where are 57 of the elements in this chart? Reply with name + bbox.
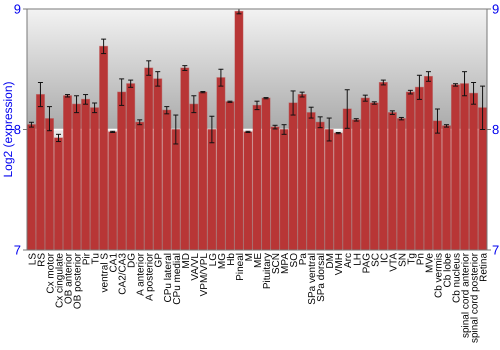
x-tick-label: IC	[379, 253, 390, 263]
x-tick-label: A anterior	[136, 252, 147, 296]
x-tick-label: VPM/VPL	[198, 252, 210, 296]
x-tick-label: MG	[216, 252, 228, 270]
x-tick-label: SPa dorsal	[316, 253, 328, 302]
x-tick-label: Cb nucleus	[452, 253, 463, 304]
x-tick-label: ventral S	[100, 252, 111, 292]
x-tick-label: Cb lobe	[442, 252, 454, 288]
x-tick-label: CA2/CA3	[118, 252, 129, 295]
x-tick-label: Cx motor	[45, 252, 56, 294]
x-tick-label: ME	[253, 252, 264, 268]
x-tick-label: Cb vermis	[433, 253, 444, 298]
y-tick-label: 9	[14, 2, 21, 17]
y2-tick-label: 9	[492, 2, 500, 17]
x-tick-label: LG	[208, 252, 219, 266]
x-tick-label: Pituitary	[262, 253, 274, 290]
x-tick-label: RS	[36, 252, 48, 267]
x-tick-label: LH	[352, 253, 364, 266]
x-tick-label: VTA	[388, 252, 400, 272]
x-tick-label: CA1	[108, 252, 120, 272]
x-tick-label: spinal cord anterior	[460, 252, 472, 338]
x-tick-label: SC	[370, 253, 382, 267]
x-tick-label: Pineal	[234, 253, 246, 281]
x-tick-label: VA/VL	[190, 252, 201, 281]
x-tick-label: Tu	[90, 253, 102, 264]
x-tick-label: SO	[289, 252, 300, 268]
x-tick-label: Pir	[82, 252, 93, 266]
x-tick-label: Tg	[406, 253, 418, 265]
x-tick-label: Retina	[478, 252, 490, 282]
x-tick-label: Hb	[226, 252, 237, 266]
x-tick-label: MD	[180, 253, 192, 269]
x-tick-label: GP	[154, 252, 165, 268]
y-tick-label: 8	[14, 122, 21, 138]
x-tick-label: DM	[325, 253, 336, 269]
x-tick-label: VMH	[334, 253, 346, 276]
x-tick-label: CPu medial	[172, 253, 183, 305]
x-tick-label: PAG	[361, 252, 372, 274]
x-tick-label: Cx cingulate	[54, 252, 66, 308]
x-tick-label: CPu lateral	[162, 253, 174, 302]
x-tick-label: OB anterior	[64, 252, 75, 304]
y2-tick-label: 7	[492, 242, 500, 258]
x-tick-label: A posterior	[144, 252, 156, 301]
x-tick-label: DG	[126, 252, 138, 268]
x-tick-label: spinal cord posterior	[470, 252, 481, 344]
x-tick-label: MPA	[280, 252, 292, 274]
x-tick-label: LS	[27, 252, 38, 266]
y-axis-title: Log2 (expression)	[1, 81, 15, 178]
x-tick-label: OB posterior	[72, 252, 84, 310]
x-tick-label: M	[244, 253, 255, 262]
x-tick-label: Pn	[415, 253, 426, 266]
y2-tick-label: 8	[492, 122, 500, 138]
x-tick-label: SCN	[271, 253, 282, 274]
x-tick-label: Pa	[298, 252, 310, 266]
x-tick-label: SN	[397, 253, 408, 267]
y-tick-label: 7	[14, 242, 21, 258]
x-tick-label: MVe	[424, 252, 436, 274]
x-tick-label: Arc	[343, 253, 354, 268]
